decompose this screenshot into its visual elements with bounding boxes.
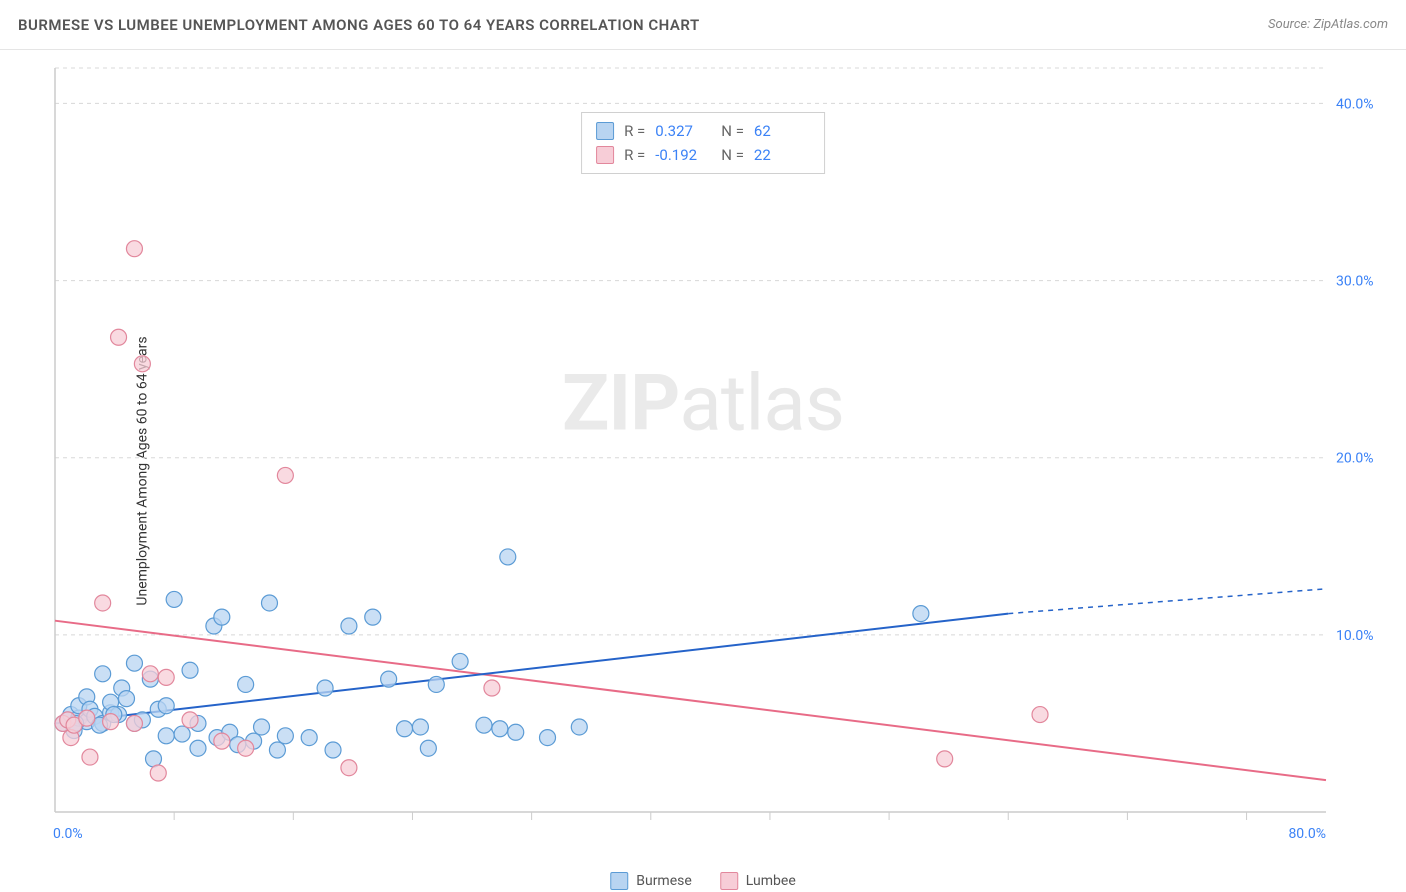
- legend-label-burmese: Burmese: [636, 873, 692, 889]
- stats-row-burmese: R = 0.327 N = 62: [596, 119, 810, 143]
- source-name: ZipAtlas.com: [1313, 17, 1388, 32]
- n-label: N =: [721, 143, 744, 167]
- chart-header: BURMESE VS LUMBEE UNEMPLOYMENT AMONG AGE…: [0, 0, 1406, 50]
- n-label: N =: [721, 119, 744, 143]
- chart-area: Unemployment Among Ages 60 to 64 years Z…: [0, 50, 1406, 892]
- legend-label-lumbee: Lumbee: [746, 873, 796, 889]
- swatch-lumbee: [596, 146, 614, 164]
- r-value-lumbee: -0.192: [655, 143, 711, 167]
- correlation-stats-box: R = 0.327 N = 62 R = -0.192 N = 22: [581, 112, 825, 174]
- scatter-plot: 10.0% 20.0% 30.0% 40.0% 0.0% 80.0%: [45, 60, 1396, 852]
- source-prefix: Source:: [1268, 17, 1313, 32]
- legend-item-burmese: Burmese: [610, 872, 692, 890]
- chart-title: BURMESE VS LUMBEE UNEMPLOYMENT AMONG AGE…: [18, 16, 700, 34]
- svg-text:20.0%: 20.0%: [1336, 451, 1374, 467]
- svg-text:10.0%: 10.0%: [1336, 628, 1374, 644]
- r-label: R =: [624, 143, 645, 167]
- svg-text:0.0%: 0.0%: [53, 826, 83, 842]
- legend-swatch-burmese: [610, 872, 628, 890]
- svg-text:40.0%: 40.0%: [1336, 96, 1374, 112]
- legend: Burmese Lumbee: [610, 872, 796, 890]
- stats-row-lumbee: R = -0.192 N = 22: [596, 143, 810, 167]
- svg-text:30.0%: 30.0%: [1336, 274, 1374, 290]
- source-attribution: Source: ZipAtlas.com: [1268, 17, 1388, 32]
- r-value-burmese: 0.327: [655, 119, 711, 143]
- swatch-burmese: [596, 122, 614, 140]
- n-value-burmese: 62: [754, 119, 810, 143]
- r-label: R =: [624, 119, 645, 143]
- legend-swatch-lumbee: [720, 872, 738, 890]
- legend-item-lumbee: Lumbee: [720, 872, 796, 890]
- n-value-lumbee: 22: [754, 143, 810, 167]
- svg-text:80.0%: 80.0%: [1288, 826, 1326, 842]
